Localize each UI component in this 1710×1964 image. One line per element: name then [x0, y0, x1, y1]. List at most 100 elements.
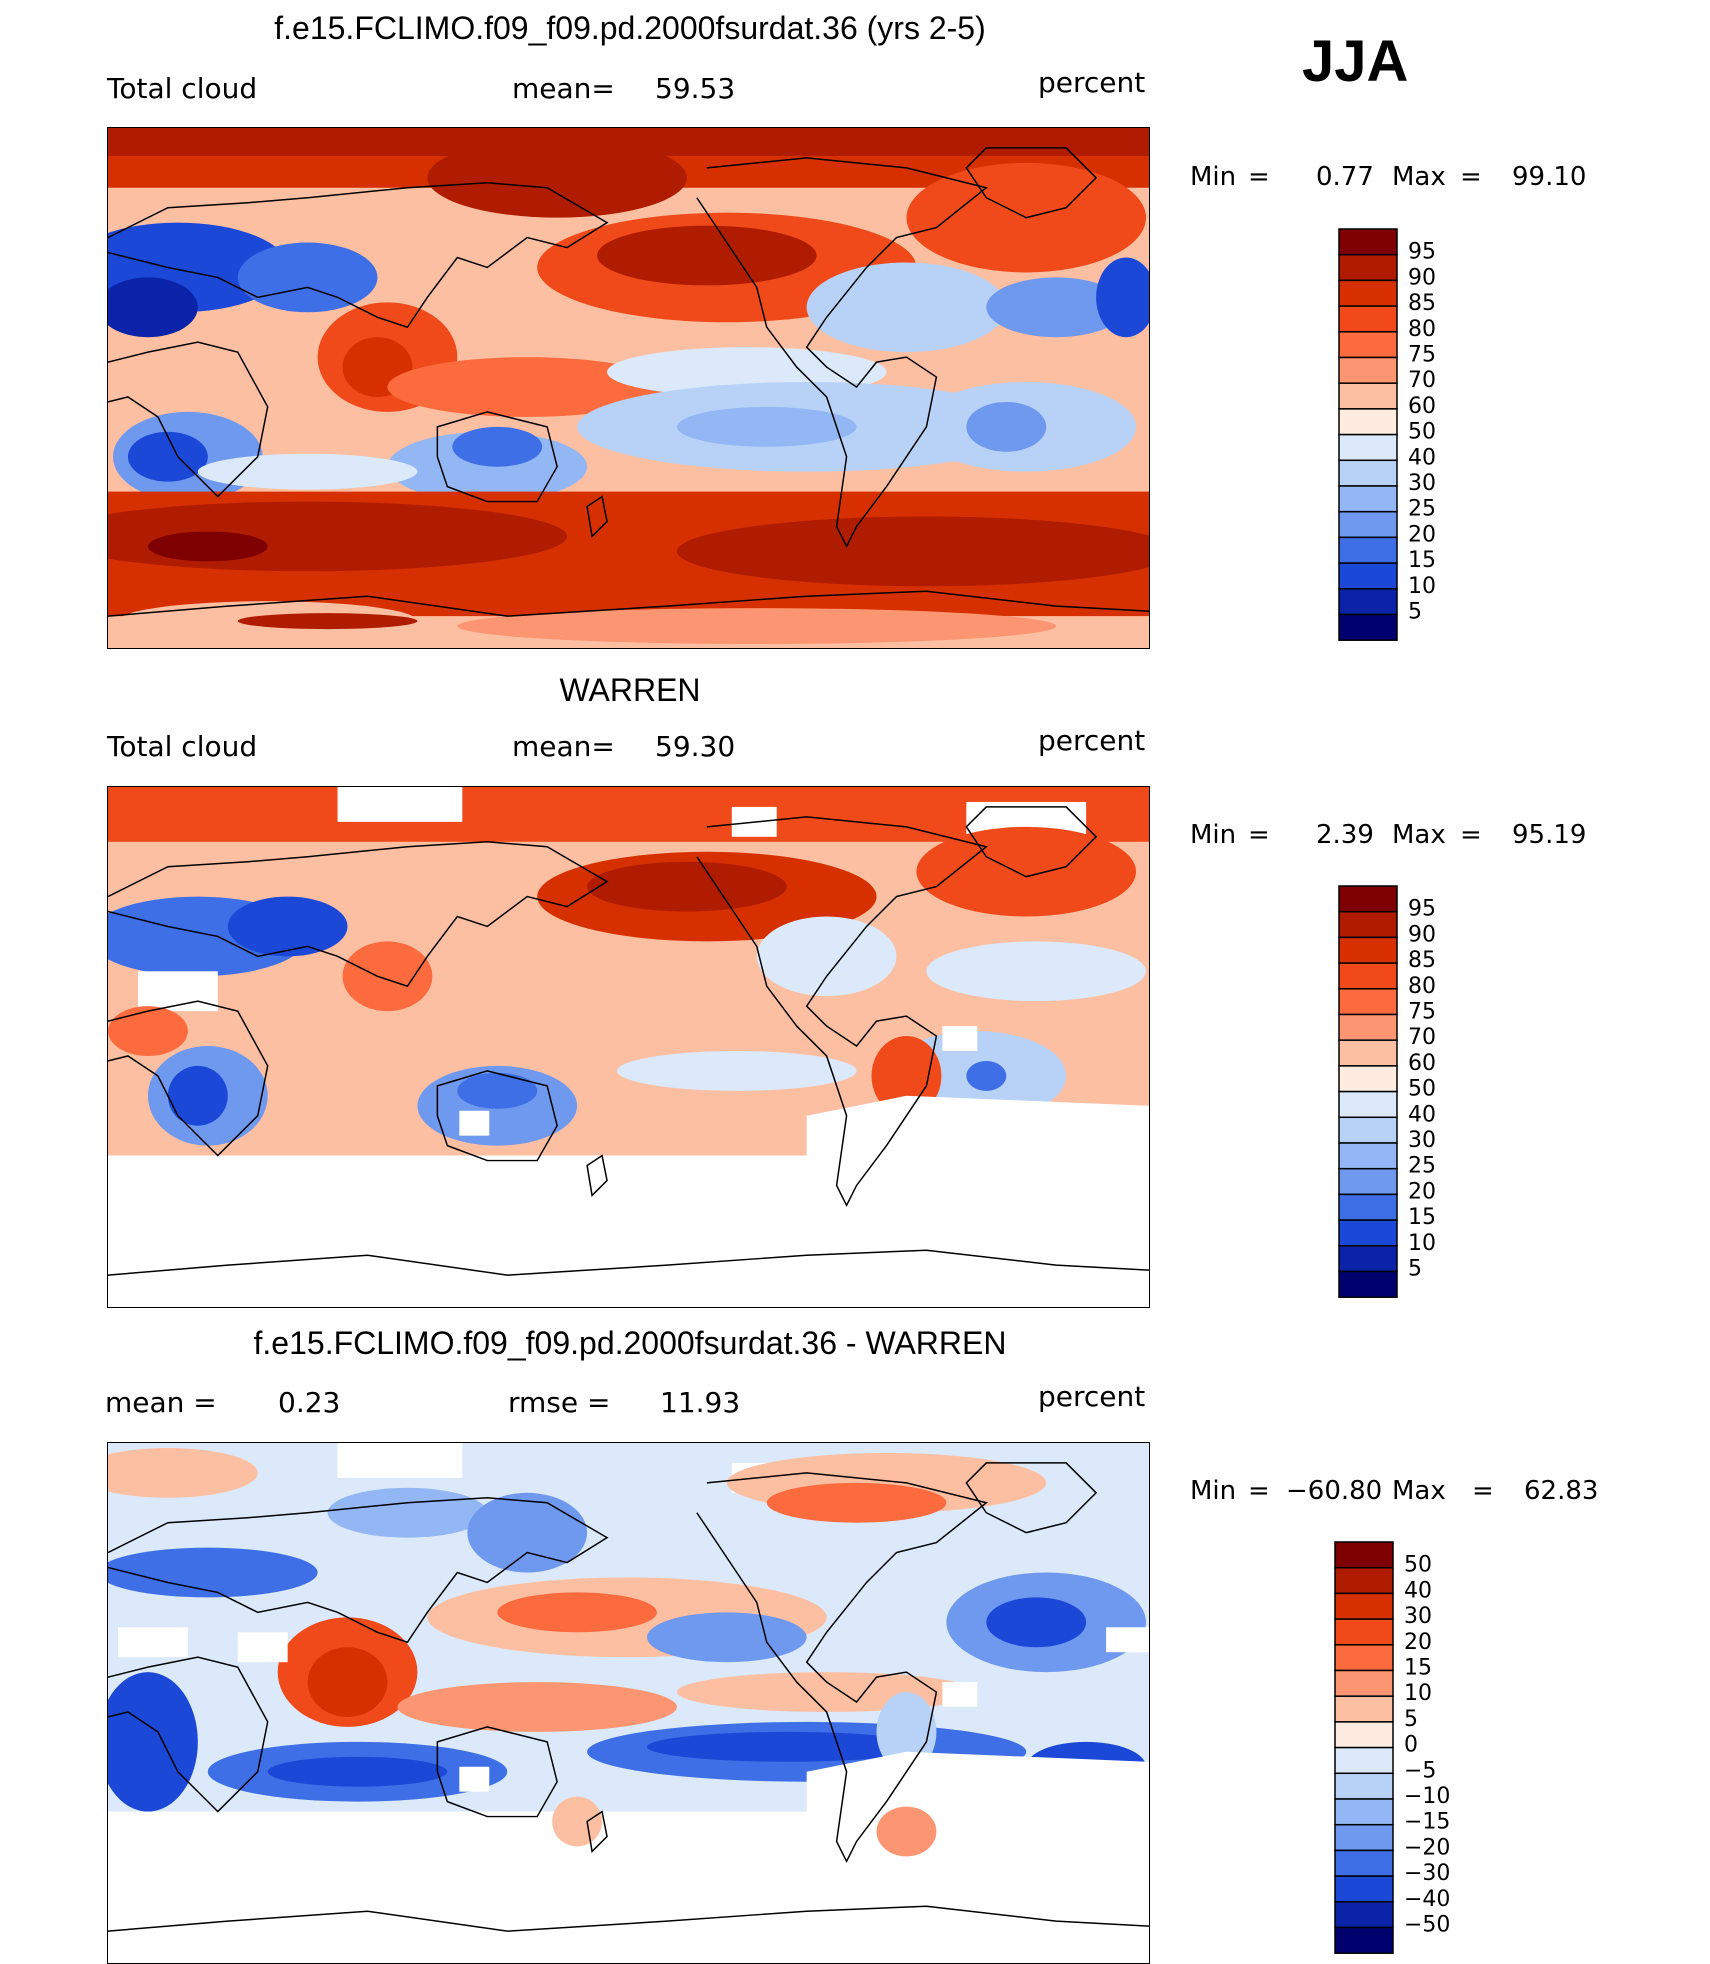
panel-2-units: percent	[1038, 724, 1146, 757]
colorbar-1-tick-label: 30	[1408, 471, 1436, 496]
panel-3-max-label: Max	[1392, 1476, 1446, 1506]
colorbar-2-tick-label: 70	[1408, 1025, 1436, 1050]
colorbar-2-box	[1338, 936, 1398, 964]
panel-3-max-eq: =	[1472, 1476, 1494, 1506]
colorbar-2-tick-label: 25	[1408, 1154, 1436, 1179]
colorbar-3-box	[1334, 1618, 1394, 1646]
colorbar-2-tick-label: 20	[1408, 1179, 1436, 1204]
colorbar-1-box	[1338, 253, 1398, 282]
colorbar-3-box	[1334, 1541, 1394, 1569]
panel-3-min-eq: =	[1248, 1476, 1270, 1506]
colorbar-2-box	[1338, 1219, 1398, 1247]
colorbar-2-tick-label: 90	[1408, 922, 1436, 947]
colorbar-1-box	[1338, 305, 1398, 333]
panel-2-colorbar: 95 90 85 80 75 70 60 50 40 30 25 20 15 10 5	[1338, 885, 1478, 1301]
colorbar-3-box	[1334, 1798, 1394, 1826]
colorbar-3-box	[1334, 1644, 1394, 1672]
colorbar-2-box	[1338, 1090, 1398, 1119]
colorbar-2-tick-label: 75	[1408, 1000, 1436, 1025]
colorbar-1-box	[1338, 459, 1398, 487]
panel-1-colorbar: 95 90 85 80 75 70 60 50 40 30 25 20 15 10 5	[1338, 228, 1478, 644]
panel-3-mean-label: mean =	[105, 1386, 217, 1419]
colorbar-1-box	[1338, 356, 1398, 384]
colorbar-3-box	[1334, 1721, 1394, 1749]
colorbar-2-tick-label: 5	[1408, 1257, 1422, 1282]
colorbar-1-tick-label: 85	[1408, 291, 1436, 316]
colorbar-1-box	[1338, 433, 1398, 462]
panel-1-mean-label: mean=	[512, 72, 615, 105]
panel-1-min-label: Min	[1190, 162, 1237, 192]
colorbar-3-tick-label: 50	[1404, 1553, 1432, 1578]
panel-3-max-value: 62.83	[1524, 1476, 1599, 1506]
colorbar-2-box	[1338, 1116, 1398, 1144]
colorbar-3-tick-label: −40	[1404, 1887, 1450, 1912]
colorbar-3-box	[1334, 1695, 1394, 1723]
colorbar-1-box	[1338, 228, 1398, 256]
colorbar-1-tick-label: 80	[1408, 317, 1436, 342]
panel-1-min-eq: =	[1248, 162, 1270, 192]
colorbar-1-tick-label: 15	[1408, 548, 1436, 573]
colorbar-1-tick-label: 95	[1408, 240, 1436, 265]
colorbar-1-box	[1338, 562, 1398, 590]
colorbar-2-box	[1338, 910, 1398, 939]
colorbar-3-tick-label: 40	[1404, 1578, 1432, 1603]
colorbar-1-box	[1338, 485, 1398, 513]
colorbar-3-box	[1334, 1746, 1394, 1775]
colorbar-1-tick-label: 75	[1408, 343, 1436, 368]
colorbar-2-box	[1338, 1142, 1398, 1170]
colorbar-1-tick-label: 5	[1408, 600, 1422, 625]
colorbar-1-tick-label: 50	[1408, 420, 1436, 445]
panel-3-min-label: Min	[1190, 1476, 1237, 1506]
panel-1-max-label: Max	[1392, 162, 1446, 192]
colorbar-1-tick-label: 25	[1408, 497, 1436, 522]
colorbar-3-tick-label: −50	[1404, 1913, 1450, 1938]
panel-3-mean-value: 0.23	[278, 1386, 341, 1419]
colorbar-3-tick-label: −10	[1404, 1784, 1450, 1809]
colorbar-1-tick-label: 20	[1408, 522, 1436, 547]
panel-2-max-value: 95.19	[1512, 820, 1587, 850]
panel-3-min-value: −60.80	[1286, 1476, 1383, 1506]
colorbar-3-box	[1334, 1875, 1394, 1903]
panel-3-title: f.e15.FCLIMO.f09_f09.pd.2000fsurdat.36 -…	[253, 1325, 1007, 1361]
colorbar-3-box	[1334, 1926, 1394, 1954]
colorbar-3-box	[1334, 1849, 1394, 1877]
colorbar-2-tick-label: 85	[1408, 948, 1436, 973]
colorbar-3-box	[1334, 1823, 1394, 1852]
colorbar-3-tick-label: −30	[1404, 1861, 1450, 1886]
panel-3-rmse-label: rmse =	[508, 1386, 611, 1419]
colorbar-2-box	[1338, 1270, 1398, 1298]
colorbar-1-tick-label: 70	[1408, 368, 1436, 393]
colorbar-2-box	[1338, 1065, 1398, 1093]
colorbar-1-box	[1338, 613, 1398, 641]
colorbar-2-box	[1338, 1193, 1398, 1221]
panel-2-min-label: Min	[1190, 820, 1237, 850]
panel-2-min-eq: =	[1248, 820, 1270, 850]
panel-1-map	[107, 127, 1150, 649]
colorbar-2-box	[1338, 1013, 1398, 1041]
panel-2-max-label: Max	[1392, 820, 1446, 850]
colorbar-2-tick-label: 50	[1408, 1077, 1436, 1102]
panel-2-variable-label: Total cloud	[107, 730, 258, 763]
colorbar-1-tick-label: 90	[1408, 265, 1436, 290]
season-label: JJA	[1302, 29, 1409, 94]
colorbar-3-tick-label: 20	[1404, 1630, 1432, 1655]
panel-1-max-eq: =	[1460, 162, 1482, 192]
colorbar-2-tick-label: 30	[1408, 1128, 1436, 1153]
colorbar-1-box	[1338, 382, 1398, 410]
panel-3-colorbar: 50 40 30 20 15 10 5 0 −5 −10 −15 −20 −30 −40 −50	[1334, 1541, 1474, 1957]
colorbar-3-tick-label: −15	[1404, 1810, 1450, 1835]
colorbar-1-box	[1338, 510, 1398, 539]
panel-2-map	[107, 786, 1150, 1308]
colorbar-1-tick-label: 10	[1408, 574, 1436, 599]
colorbar-1-box	[1338, 331, 1398, 359]
colorbar-1-tick-label: 40	[1408, 445, 1436, 470]
colorbar-3-tick-label: 0	[1404, 1733, 1418, 1758]
colorbar-3-tick-label: −5	[1404, 1758, 1436, 1783]
colorbar-2-tick-label: 15	[1408, 1205, 1436, 1230]
panel-1-min-value: 0.77	[1316, 162, 1374, 192]
panel-1-title: f.e15.FCLIMO.f09_f09.pd.2000fsurdat.36 (…	[274, 10, 986, 46]
panel-1-max-value: 99.10	[1512, 162, 1587, 192]
